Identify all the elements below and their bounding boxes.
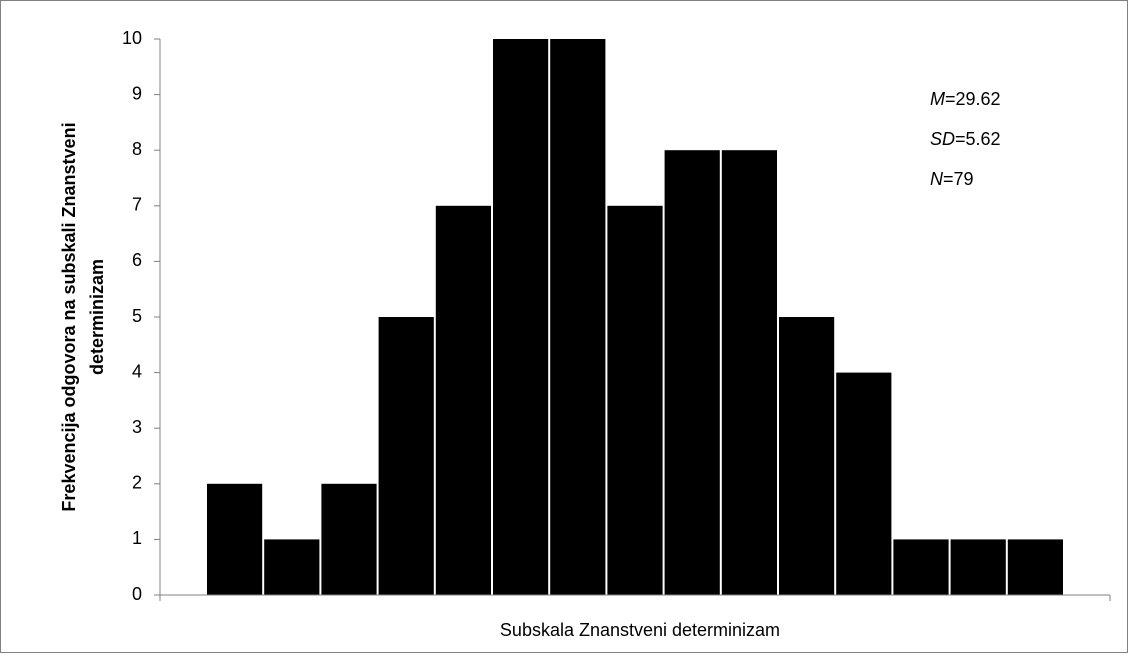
y-tick-label: 9 [132,83,142,103]
y-axis-label-line: Frekvencija odgovora na subskali Znanstv… [59,122,79,511]
annotation-symbol: N [930,169,944,189]
y-tick-label: 4 [132,361,142,381]
annotation-symbol: M [930,89,945,109]
y-tick-label: 10 [122,28,142,48]
bar [664,150,720,595]
bar [207,483,263,595]
annotation: SD=5.62 [930,129,1001,149]
y-tick-label: 0 [132,584,142,604]
y-axis-label-line: determinizam [87,259,107,375]
bar [435,205,491,596]
annotation-symbol: SD [930,129,955,149]
bar [321,483,377,595]
y-tick-label: 1 [132,528,142,548]
bar [721,150,777,595]
annotation: M=29.62 [930,89,1001,109]
bar [779,317,835,595]
bar [950,539,1006,595]
y-tick-label: 5 [132,306,142,326]
bar [893,539,949,595]
bar [836,372,892,595]
bar [378,317,434,595]
annotation-text: =29.62 [945,89,1001,109]
bar [264,539,320,595]
x-axis-label: Subskala Znanstveni determinizam [500,620,780,640]
y-tick-label: 6 [132,250,142,270]
y-tick-label: 3 [132,417,142,437]
bar [493,39,549,595]
y-tick-label: 8 [132,139,142,159]
bar [550,39,606,595]
y-tick-label: 2 [132,473,142,493]
bar [607,205,663,596]
y-axis-label: Frekvencija odgovora na subskali Znanstv… [59,122,107,511]
y-tick-label: 7 [132,195,142,215]
bar [1007,539,1063,595]
annotation-text: =5.62 [955,129,1001,149]
annotation: N=79 [930,169,974,189]
annotation-text: =79 [943,169,974,189]
